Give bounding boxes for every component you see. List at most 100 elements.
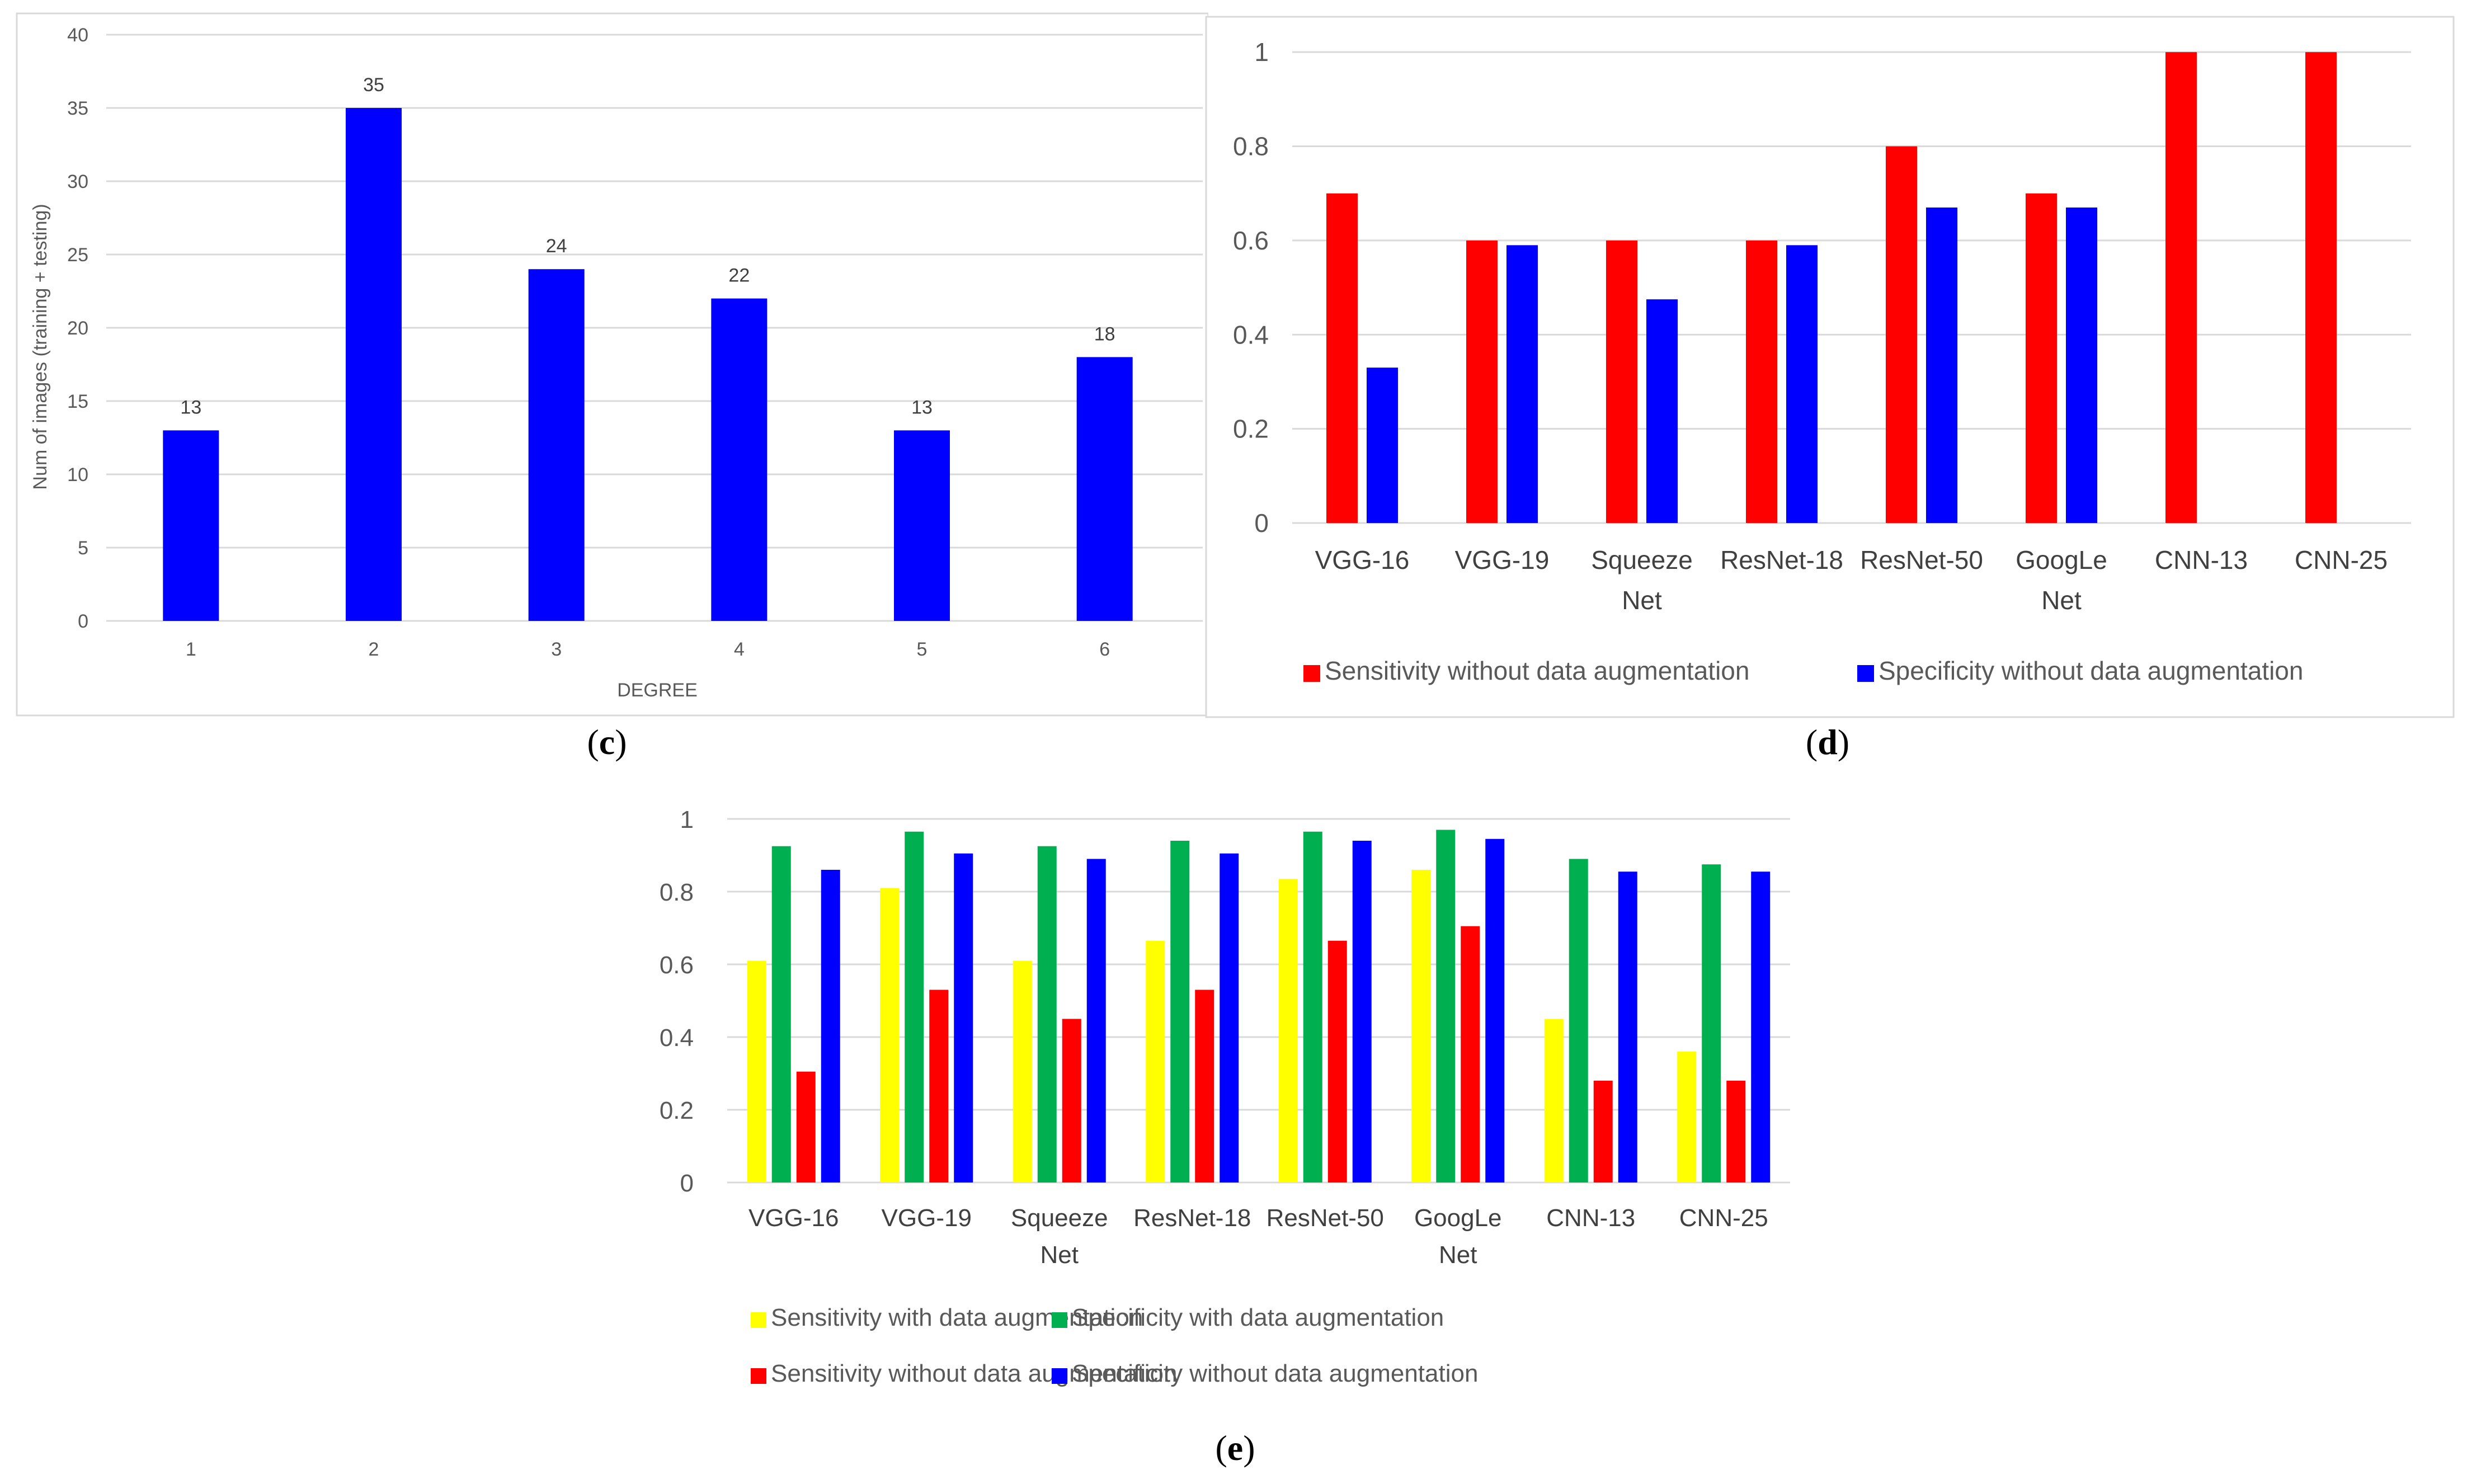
chart-c-bar: [528, 269, 585, 621]
chart-e-y-tick-labels: 0 0.2 0.4 0.6 0.8 1: [660, 806, 694, 1197]
chart-e-y-tick-label: 0.4: [660, 1024, 694, 1052]
chart-d-y-tick-label: 0.2: [1233, 414, 1269, 444]
chart-c-bar: [894, 430, 950, 621]
chart-e-legend-swatch: [1052, 1312, 1067, 1328]
chart-e-bar: [1677, 1052, 1697, 1183]
chart-c-x-tick-label: 2: [369, 639, 379, 660]
chart-e-x-tick-label: Net: [1439, 1241, 1477, 1269]
chart-e: 0 0.2 0.4 0.6 0.8 1 VGG-16 VGG-19 Squeeze Net Res…: [660, 806, 1790, 1387]
chart-e-bar: [954, 853, 973, 1183]
chart-e-legend: Sensitivity with data augmentation Specif…: [751, 1304, 1478, 1387]
chart-e-x-tick-label: VGG-16: [748, 1204, 839, 1232]
caption-c: (c): [587, 722, 627, 762]
chart-c-x-tick-label: 6: [1099, 639, 1110, 660]
chart-e-bar: [1485, 838, 1505, 1183]
chart-d-y-tick-label: 1: [1254, 37, 1269, 67]
chart-c-x-axis-label: DEGREE: [617, 680, 698, 701]
chart-c-x-tick-label: 3: [551, 639, 562, 660]
chart-e-bar: [905, 831, 924, 1183]
chart-e-bar: [1593, 1081, 1613, 1183]
chart-c-data-labels: 13 35 24 22 13 18: [180, 74, 1115, 418]
chart-c-bar: [1076, 357, 1133, 621]
chart-d-legend-label: Specificity without data augmentation: [1879, 656, 2303, 685]
chart-e-x-tick-label: ResNet-50: [1267, 1204, 1384, 1232]
chart-d-legend-swatch: [1303, 665, 1320, 682]
chart-d-bar: [1367, 368, 1398, 523]
chart-d-bar: [2026, 193, 2057, 523]
chart-e-x-tick-label: Net: [1041, 1241, 1079, 1269]
chart-e-bar: [1436, 830, 1456, 1183]
chart-d-x-tick-label: ResNet-50: [1860, 545, 1983, 574]
chart-e-bar: [1037, 846, 1057, 1183]
chart-d-x-tick-label: VGG-16: [1315, 545, 1410, 574]
captions-top: (c) (d): [587, 722, 1849, 762]
chart-e-y-tick-label: 0.6: [660, 951, 694, 979]
chart-c-data-label: 13: [911, 397, 933, 418]
chart-e-bar: [1751, 871, 1771, 1183]
chart-d-legend-swatch: [1857, 665, 1874, 682]
chart-e-legend-swatch: [751, 1368, 766, 1384]
caption-e: (e): [1215, 1428, 1255, 1468]
chart-d-x-tick-label: Net: [2041, 586, 2082, 615]
chart-d: 0 0.2 0.4 0.6 0.8 1 VGG-16 VGG-19 Squeeze Net Res…: [1205, 16, 2455, 718]
chart-d-y-tick-label: 0.6: [1233, 226, 1269, 255]
chart-e-y-tick-label: 0.2: [660, 1097, 694, 1124]
chart-c-bar: [163, 430, 219, 621]
chart-c-y-axis-label: Num of images (training + testing): [30, 204, 51, 489]
chart-e-x-tick-label: CNN-25: [1679, 1204, 1768, 1232]
chart-e-bar: [1220, 853, 1239, 1183]
chart-d-bar: [1606, 240, 1637, 523]
chart-e-bar: [1461, 926, 1480, 1183]
chart-e-bar: [821, 870, 840, 1183]
chart-d-bar: [1646, 299, 1678, 523]
chart-d-bars: [1326, 52, 2337, 524]
chart-e-legend-label: Sensitivity with data augmentation: [771, 1304, 1143, 1331]
chart-e-gridlines: [727, 818, 1790, 1184]
chart-c-x-tick-label: 4: [734, 639, 745, 660]
chart-d-border: [1205, 16, 2455, 718]
chart-d-x-tick-label: Squeeze: [1591, 545, 1693, 574]
chart-d-legend-label: Sensitivity without data augmentation: [1325, 656, 1749, 685]
chart-d-x-tick-label: Net: [1622, 586, 1662, 615]
chart-e-legend-swatch: [751, 1312, 766, 1328]
chart-c-y-tick-label: 0: [78, 611, 88, 632]
chart-d-bar: [2165, 52, 2197, 523]
chart-d-x-tick-label: CNN-25: [2295, 545, 2388, 574]
chart-c-bar: [346, 108, 402, 621]
chart-e-x-tick-label: GoogLe: [1414, 1204, 1502, 1232]
chart-e-bar: [1195, 990, 1214, 1183]
caption-d: (d): [1806, 722, 1849, 762]
chart-e-bar: [1146, 940, 1165, 1183]
chart-e-bar: [929, 990, 949, 1183]
chart-e-x-tick-label: Squeeze: [1011, 1204, 1108, 1232]
captions-bottom: (e): [1215, 1428, 1255, 1468]
chart-c-gridlines: [106, 34, 1203, 622]
chart-d-y-tick-label: 0.4: [1233, 320, 1269, 349]
chart-d-x-tick-label: ResNet-18: [1720, 545, 1843, 574]
chart-e-legend-label: Specificity without data augmentation: [1072, 1360, 1478, 1387]
chart-e-bar: [1726, 1081, 1746, 1183]
chart-d-bar: [1786, 245, 1818, 523]
chart-e-bars: [747, 830, 1771, 1183]
chart-e-y-tick-label: 1: [680, 806, 694, 833]
chart-e-bar: [771, 846, 791, 1183]
chart-d-bar: [1506, 245, 1538, 523]
chart-d-bar: [1466, 240, 1498, 523]
chart-d-x-tick-label: CNN-13: [2155, 545, 2248, 574]
chart-c-y-tick-label: 40: [67, 25, 88, 46]
chart-c-x-tick-label: 5: [917, 639, 928, 660]
chart-e-y-tick-label: 0.8: [660, 879, 694, 906]
chart-e-bar: [1702, 864, 1721, 1183]
chart-d-x-tick-label: GoogLe: [2016, 545, 2107, 574]
chart-e-legend-swatch: [1052, 1368, 1067, 1384]
chart-c-y-tick-label: 25: [67, 244, 88, 266]
chart-c-y-tick-label: 30: [67, 171, 88, 192]
chart-c-x-tick-labels: 1 2 3 4 5 6: [186, 639, 1110, 660]
chart-e-bar: [1327, 940, 1347, 1183]
chart-c-y-tick-labels: 0 5 10 15 20 25 30 35 40: [67, 25, 88, 632]
chart-d-y-tick-labels: 0 0.2 0.4 0.6 0.8 1: [1233, 37, 1269, 538]
chart-e-x-tick-label: ResNet-18: [1133, 1204, 1251, 1232]
chart-e-y-tick-label: 0: [680, 1170, 694, 1197]
chart-d-legend: Sensitivity without data augmentation Spe…: [1303, 656, 2303, 685]
chart-d-y-tick-label: 0: [1254, 508, 1269, 538]
